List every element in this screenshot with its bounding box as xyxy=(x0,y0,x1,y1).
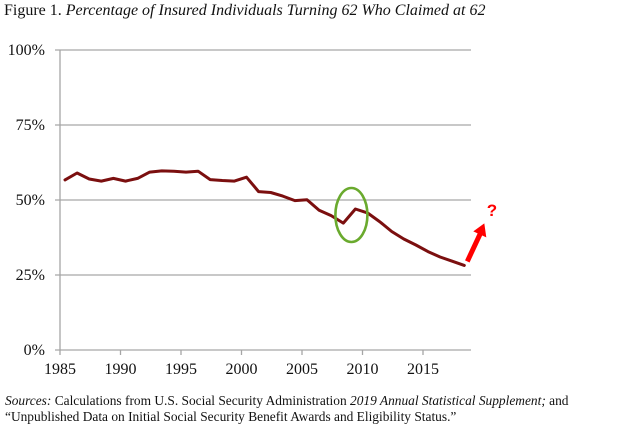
y-tick-label: 50% xyxy=(16,192,45,209)
figure-label: Figure 1. xyxy=(4,2,62,19)
red-arrow-head xyxy=(473,223,487,238)
sources-note: Sources: Calculations from U.S. Social S… xyxy=(5,393,620,425)
sources-line-2: “Unpublished Data on Initial Social Secu… xyxy=(5,409,457,424)
series-layer xyxy=(63,169,466,267)
figure-title: Figure 1. Percentage of Insured Individu… xyxy=(4,2,485,20)
y-tick-label: 0% xyxy=(24,342,45,359)
figure-title-text: Percentage of Insured Individuals Turnin… xyxy=(65,2,486,19)
x-tick-label: 1990 xyxy=(105,361,137,378)
x-tick-label: 2005 xyxy=(286,361,318,378)
y-tick-label: 25% xyxy=(16,267,45,284)
axes xyxy=(59,50,424,355)
question-mark-annotation: ? xyxy=(487,201,497,220)
gridlines xyxy=(55,49,471,351)
y-tick-label: 75% xyxy=(16,117,45,134)
sources-label: Sources: xyxy=(5,393,52,408)
x-tick-label: 2010 xyxy=(347,361,379,378)
y-tick-labels: 0% 25% 50% 75% 100% xyxy=(8,42,45,359)
series-line xyxy=(63,169,466,267)
sources-text-2: and xyxy=(545,393,569,408)
y-tick-label: 100% xyxy=(8,42,45,59)
x-tick-label: 1995 xyxy=(165,361,197,378)
highlight-ellipse xyxy=(334,186,369,244)
annotations-layer: ? xyxy=(334,186,497,263)
red-arrow-shaft xyxy=(465,230,484,263)
sources-text-1: Calculations from U.S. Social Security A… xyxy=(51,393,351,408)
x-tick-label: 1985 xyxy=(44,361,76,378)
x-tick-labels: 1985 1990 1995 2000 2005 2010 2015 xyxy=(44,361,439,378)
sources-publication: 2019 Annual Statistical Supplement; xyxy=(350,393,546,408)
x-tick-label: 2000 xyxy=(226,361,258,378)
x-tick-label: 2015 xyxy=(407,361,439,378)
line-chart: 0% 25% 50% 75% 100% 1985 1990 1995 2000 2005 2010… xyxy=(8,42,498,378)
